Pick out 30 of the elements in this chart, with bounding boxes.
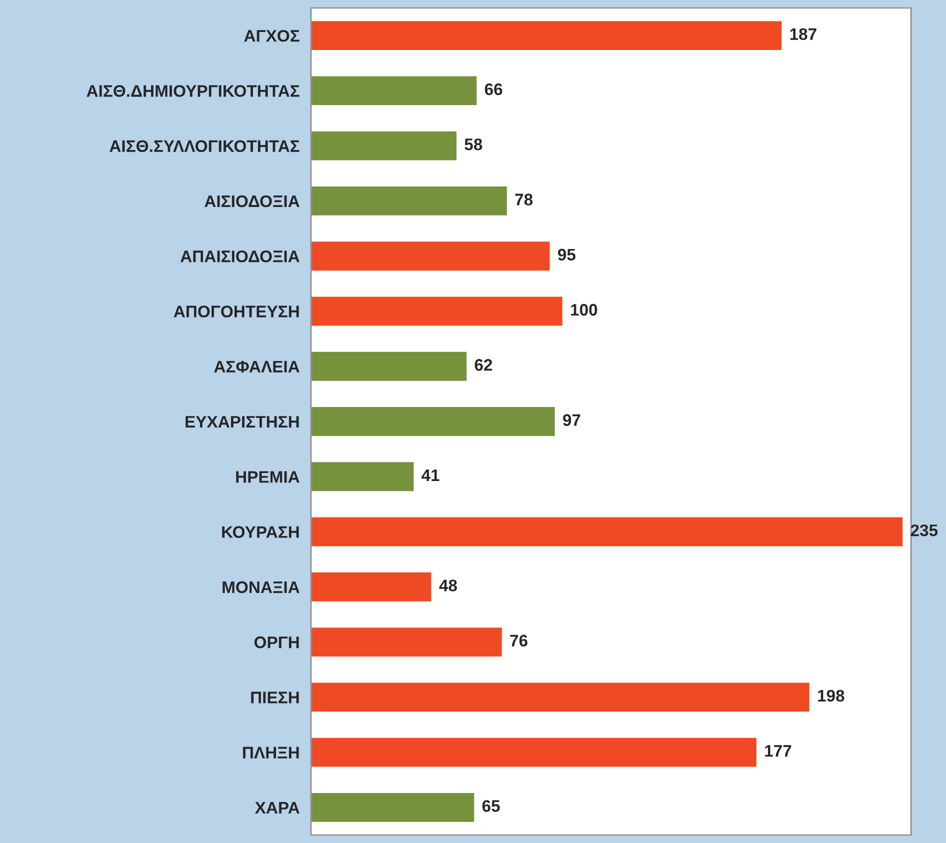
data-label: 177	[765, 745, 792, 757]
data-label: 187	[790, 28, 816, 40]
y-tick-label: ΠΛΗΞΗ	[243, 746, 299, 758]
y-tick-label: ΑΙΣΘ.ΔΗΜΙΟΥΡΓΙΚΟΤΗΤΑΣ	[86, 85, 300, 97]
data-label: 95	[558, 248, 576, 261]
y-tick-label: ΑΠΑΙΣΙΟΔΟΞΙΑ	[180, 250, 300, 262]
y-tick-label: ΠΙΕΣΗ	[251, 692, 299, 704]
data-label: 62	[474, 359, 492, 371]
y-tick-label: ΜΟΝΑΞΙΑ	[222, 581, 300, 594]
data-label: 100	[571, 304, 598, 316]
data-label: 48	[439, 580, 457, 592]
y-tick-label: ΗΡΕΜΙΑ	[236, 471, 300, 483]
y-tick-label: ΑΠΟΓΟΗΤΕΥΣΗ	[174, 306, 299, 318]
data-label: 97	[563, 414, 580, 426]
data-label: 235	[910, 524, 938, 536]
y-tick-label: ΑΙΣΘ.ΣΥΛΛΟΓΙΚΟΤΗΤΑΣ	[110, 140, 300, 152]
y-tick-label: ΑΙΣΙΟΔΟΞΙΑ	[204, 195, 300, 208]
y-tick-label: ΑΓΧΟΣ	[244, 30, 300, 42]
data-label: 65	[482, 800, 500, 812]
y-tick-label: ΟΡΓΗ	[254, 636, 299, 648]
data-label: 58	[464, 138, 482, 150]
y-tick-label: ΑΣΦΑΛΕΙΑ	[214, 360, 300, 372]
y-tick-label: ΧΑΡΑ	[254, 802, 300, 814]
data-label: 76	[510, 634, 528, 647]
data-label: 198	[818, 690, 844, 702]
data-label: 66	[484, 83, 502, 96]
y-tick-label: ΚΟΥΡΑΣΗ	[222, 526, 299, 538]
data-label: 41	[422, 469, 440, 481]
data-label: 78	[515, 194, 533, 206]
y-tick-label: ΕΥΧΑΡΙΣΤΗΣΗ	[186, 416, 299, 428]
